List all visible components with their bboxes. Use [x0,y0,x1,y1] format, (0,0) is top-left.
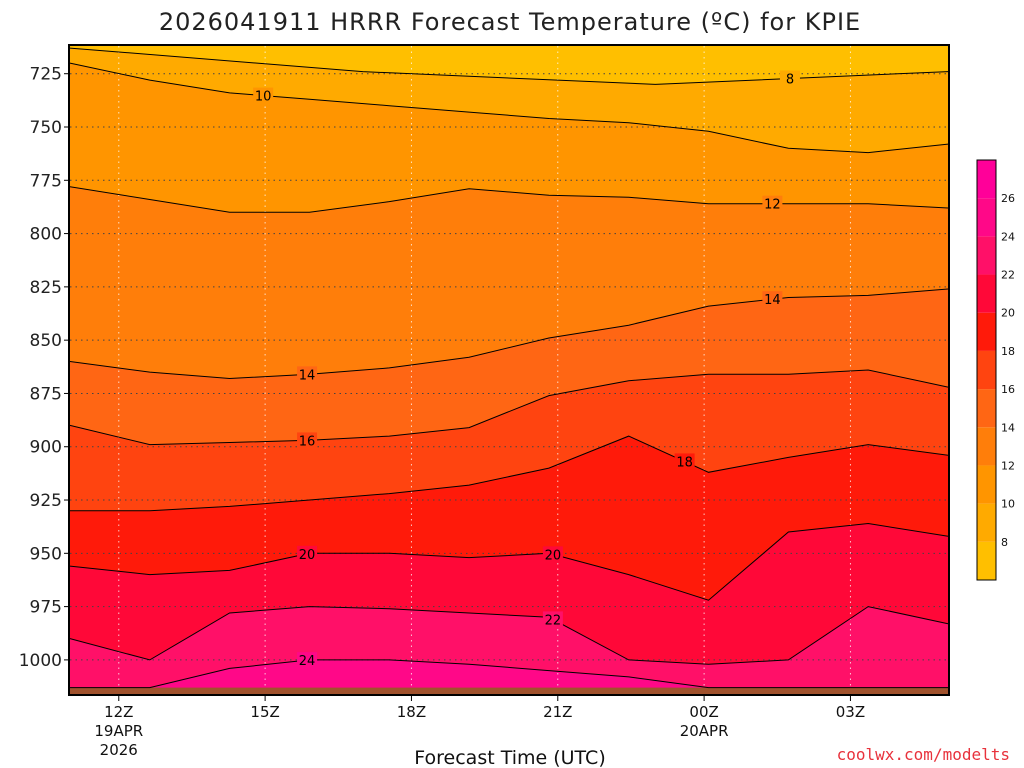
ground-strip [70,687,948,694]
colorbar-tick-16: 16 [1001,383,1015,396]
contour-line-10 [69,62,949,154]
y-axis-ticks: 725 750 775 800 825 850 875 900 925 950 975 1000 [19,65,70,671]
colorbar-band-24 [977,198,996,237]
contour-label-bg [674,453,695,470]
x-tick-label-00Z: 00Z [689,703,718,721]
x-tick-date: 19APR [94,722,143,740]
filled-contours [70,46,948,695]
contour-label-bg [297,366,318,383]
y-tick-label-750: 750 [30,118,62,138]
colorbar-tick-20: 20 [1001,307,1015,320]
y-tick-label-775: 775 [30,171,62,191]
x-tick-label-03Z: 03Z [836,703,865,721]
colorbar-band-14 [977,389,996,428]
colorbar-frame [976,159,997,581]
colorbar-tick-24: 24 [1001,230,1015,243]
contour-line-16 [69,369,949,446]
contour-label-bg [297,652,318,669]
colorbar-band-10 [977,465,996,504]
colorbar-tick-18: 18 [1001,345,1015,358]
grid-lines [70,46,948,694]
colorbar-band-16 [977,350,996,390]
colorbar-tick-12: 12 [1001,459,1015,472]
y-tick-label-875: 875 [30,384,62,404]
colorbar-tick-8: 8 [1001,536,1008,549]
x-tick-label-12Z: 12Z [104,703,133,721]
ground-surface [70,687,948,694]
x-tick-year: 2026 [100,741,138,759]
contour-label-16: 16 [299,434,316,449]
colorbar-band-12 [977,427,996,466]
contour-label-bg [297,432,318,449]
contour-line-8 [69,47,949,85]
y-tick-label-1000: 1000 [19,651,62,671]
contour-label-20: 20 [299,548,316,563]
colorbar-tick-22: 22 [1001,269,1015,282]
colorbar-band-8 [977,503,996,542]
colorbar-tick-26: 26 [1001,192,1015,205]
y-tick-label-900: 900 [30,438,62,458]
band-above-24 [70,659,948,694]
contour-lines [69,47,949,689]
contour-labels: 8 10 12 14 14 16 18 20 20 22 24 [253,70,800,669]
colorbar: 8 10 12 14 16 18 20 22 24 26 [976,159,1015,581]
contour-label-bg [762,291,783,308]
contour-label-bg [297,545,318,562]
contour-label-bg [779,70,800,87]
y-tick-label-800: 800 [30,225,62,245]
contour-line-18 [70,435,949,512]
contour-label-14: 14 [299,368,316,383]
y-tick-label-950: 950 [30,544,62,564]
colorbar-band-26 [977,160,996,199]
colorbar-band-6 [977,541,996,580]
y-tick-label-850: 850 [30,331,62,351]
contour-label-18: 18 [676,455,693,470]
contour-label-bg [762,195,783,212]
contour-line-22 [69,606,949,665]
contour-label-bg [542,546,563,563]
y-tick-label-825: 825 [30,278,62,298]
contour-line-20 [69,522,949,601]
x-tick-date: 20APR [680,722,729,740]
x-tick-label-18Z: 18Z [397,703,426,721]
colorbar-band-22 [977,236,996,275]
x-axis-label: Forecast Time (UTC) [414,747,605,768]
contour-label-10: 10 [255,90,272,105]
contour-label-14: 14 [764,293,781,308]
contour-label-22: 22 [545,613,562,628]
contour-line-14 [69,288,949,380]
contour-label-12: 12 [764,198,781,213]
colorbar-tick-14: 14 [1001,421,1015,434]
contour-line-12 [69,186,949,213]
x-tick-label-21Z: 21Z [543,703,572,721]
plot-frame [68,44,950,696]
colorbar-band-20 [977,274,996,313]
contour-label-24: 24 [299,654,316,669]
y-tick-label-925: 925 [30,491,62,511]
contour-line-24 [70,659,948,689]
contour-label-bg [542,611,563,628]
x-tick-label-15Z: 15Z [250,703,279,721]
credit-text: coolwx.com/modelts [837,745,1010,764]
contour-label-20: 20 [545,548,562,563]
y-tick-label-975: 975 [30,598,62,618]
contour-label-bg [253,87,274,104]
colorbar-tick-10: 10 [1001,498,1015,511]
colorbar-band-18 [977,312,996,351]
chart-title: 2026041911 HRRR Forecast Temperature (ºC… [159,8,861,36]
y-tick-label-725: 725 [30,65,62,85]
contour-label-8: 8 [786,72,794,87]
